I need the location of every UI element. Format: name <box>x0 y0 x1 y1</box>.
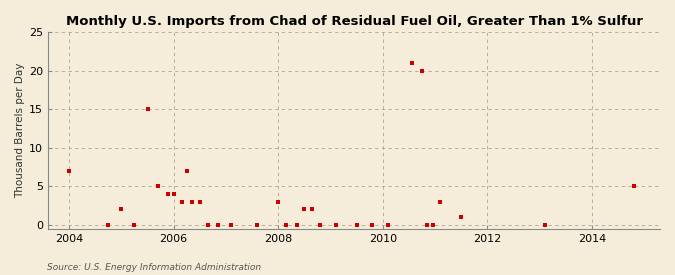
Point <box>628 184 639 188</box>
Point <box>367 222 378 227</box>
Point <box>63 169 74 173</box>
Point <box>456 215 466 219</box>
Point <box>291 222 302 227</box>
Point <box>168 192 179 196</box>
Text: Source: U.S. Energy Information Administration: Source: U.S. Energy Information Administ… <box>47 263 261 272</box>
Point <box>383 222 394 227</box>
Title: Monthly U.S. Imports from Chad of Residual Fuel Oil, Greater Than 1% Sulfur: Monthly U.S. Imports from Chad of Residu… <box>65 15 643 28</box>
Point <box>539 222 550 227</box>
Point <box>186 199 197 204</box>
Point <box>116 207 127 211</box>
Point <box>182 169 192 173</box>
Point <box>202 222 213 227</box>
Y-axis label: Thousand Barrels per Day: Thousand Barrels per Day <box>15 63 25 198</box>
Point <box>213 222 223 227</box>
Point <box>142 107 153 111</box>
Point <box>416 68 427 73</box>
Point <box>351 222 362 227</box>
Point <box>315 222 325 227</box>
Point <box>307 207 318 211</box>
Point <box>129 222 140 227</box>
Point <box>406 60 417 65</box>
Point <box>103 222 113 227</box>
Point <box>194 199 205 204</box>
Point <box>281 222 292 227</box>
Point <box>252 222 263 227</box>
Point <box>422 222 433 227</box>
Point <box>427 222 438 227</box>
Point <box>330 222 341 227</box>
Point <box>273 199 284 204</box>
Point <box>299 207 310 211</box>
Point <box>435 199 446 204</box>
Point <box>153 184 163 188</box>
Point <box>176 199 187 204</box>
Point <box>163 192 174 196</box>
Point <box>225 222 236 227</box>
